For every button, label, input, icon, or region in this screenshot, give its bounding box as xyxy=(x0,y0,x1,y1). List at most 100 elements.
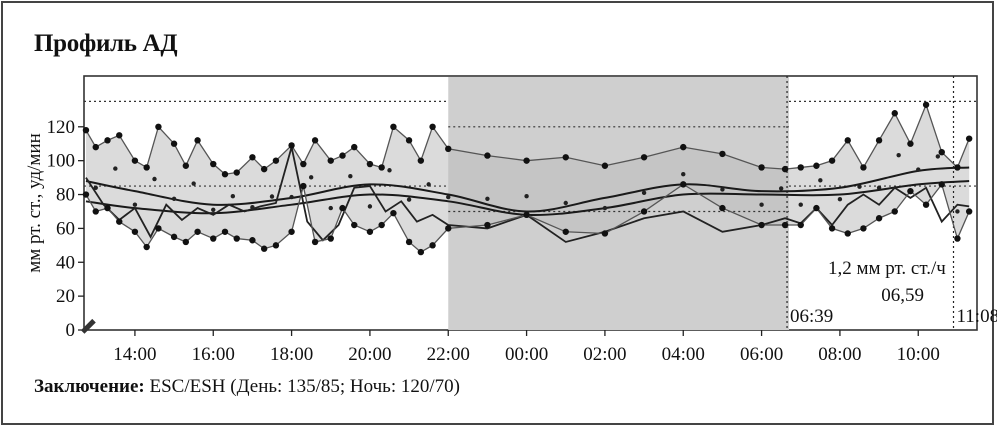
y-tick-label: 100 xyxy=(47,151,76,172)
y-tick-label: 40 xyxy=(56,252,75,273)
systolic-point xyxy=(797,164,804,171)
systolic-point xyxy=(116,132,123,139)
mean-point xyxy=(93,185,98,190)
systolic-point xyxy=(82,126,90,134)
systolic-point xyxy=(813,162,820,169)
diastolic-point xyxy=(907,187,914,195)
mean-point xyxy=(152,176,157,182)
systolic-point xyxy=(758,164,765,171)
mean-point xyxy=(720,187,725,192)
systolic-point xyxy=(300,160,307,168)
systolic-point xyxy=(339,152,346,159)
diastolic-point xyxy=(860,225,867,232)
mean-point xyxy=(837,196,843,202)
diastolic-point xyxy=(828,225,836,232)
mean-point xyxy=(876,185,882,190)
diastolic-point xyxy=(327,235,334,242)
systolic-point xyxy=(965,135,973,142)
systolic-point xyxy=(182,162,190,169)
systolic-point xyxy=(680,143,687,151)
x-tick-label: 18:00 xyxy=(270,344,313,365)
systolic-line xyxy=(85,102,970,175)
diastolic-point xyxy=(875,215,883,222)
mean-point xyxy=(289,194,294,200)
chart-annotation: 1,2 мм рт. ст./ч xyxy=(828,258,946,279)
y-tick-label: 80 xyxy=(56,185,75,206)
systolic-point xyxy=(260,165,268,173)
systolic-point xyxy=(221,171,229,178)
diastolic-point xyxy=(719,204,726,212)
systolic-point xyxy=(233,169,240,176)
x-tick-label: 04:00 xyxy=(662,344,705,365)
diastolic-point xyxy=(445,225,452,232)
systolic-point xyxy=(249,154,256,161)
x-tick-label: 22:00 xyxy=(427,344,470,365)
systolic-point xyxy=(860,164,867,171)
diastolic-point xyxy=(813,204,820,212)
diastolic-point xyxy=(562,228,569,235)
diastolic-point xyxy=(288,228,295,235)
mean-point xyxy=(935,154,941,159)
diastolic-point xyxy=(233,235,240,242)
diastolic-point xyxy=(484,221,491,229)
x-tick-label: 20:00 xyxy=(348,344,391,365)
diastolic-point xyxy=(965,208,973,215)
diastolic-point xyxy=(116,218,123,225)
mean-point xyxy=(563,200,568,206)
systolic-point xyxy=(92,143,99,151)
diastolic-point xyxy=(954,235,961,242)
systolic-point xyxy=(351,143,358,151)
conclusion-text: ESC/ESH (День: 135/85; Ночь: 120/70) xyxy=(149,376,460,397)
mean-point xyxy=(818,178,823,183)
systolic-point xyxy=(390,123,397,130)
systolic-point xyxy=(445,145,452,153)
diastolic-point xyxy=(143,243,150,251)
diastolic-point xyxy=(221,228,229,235)
mean-point xyxy=(641,190,647,196)
y-axis-label: мм рт. ст., уд/мин xyxy=(24,133,45,273)
diastolic-point xyxy=(758,221,765,229)
diastolic-point xyxy=(104,204,111,212)
systolic-point xyxy=(170,140,178,147)
x-tick-label: 06:00 xyxy=(740,344,783,365)
mean-point xyxy=(955,209,960,214)
diastolic-point xyxy=(601,230,609,237)
heart-rate-line xyxy=(85,146,970,243)
mean-point xyxy=(132,202,138,207)
diastolic-point xyxy=(366,228,374,235)
y-tick-label: 60 xyxy=(56,218,75,239)
figure-title: Профиль АД xyxy=(34,30,178,57)
systolic-point xyxy=(143,164,150,171)
diastolic-point xyxy=(131,228,139,235)
mean-point xyxy=(269,194,275,199)
x-tick-label: 10:00 xyxy=(897,344,940,365)
mean-point xyxy=(524,194,529,199)
systolic-point xyxy=(210,160,217,168)
x-tick-label: 00:00 xyxy=(505,344,548,365)
diastolic-point xyxy=(311,238,319,246)
y-tick-label: 0 xyxy=(66,320,76,341)
x-tick-label: 16:00 xyxy=(192,344,235,365)
diastolic-point xyxy=(272,242,280,249)
diastolic-point xyxy=(938,181,945,188)
systolic-point xyxy=(429,123,436,130)
diastolic-point xyxy=(523,211,530,219)
systolic-point xyxy=(828,157,836,164)
mean-point xyxy=(916,167,921,172)
mean-point xyxy=(896,152,901,158)
x-tick-label: 02:00 xyxy=(583,344,626,365)
systolic-point xyxy=(272,157,280,164)
mean-point xyxy=(857,184,862,189)
diastolic-point xyxy=(170,233,178,241)
mean-point xyxy=(328,205,333,211)
diastolic-point xyxy=(339,204,346,212)
systolic-point xyxy=(417,157,425,164)
diastolic-point xyxy=(155,225,162,232)
diastolic-point xyxy=(405,238,413,246)
diastolic-point xyxy=(260,245,268,252)
diastolic-point xyxy=(210,235,217,242)
mean-point xyxy=(387,168,392,173)
diastolic-point xyxy=(922,201,930,208)
systolic-point xyxy=(523,157,530,164)
diastolic-point xyxy=(300,182,307,190)
